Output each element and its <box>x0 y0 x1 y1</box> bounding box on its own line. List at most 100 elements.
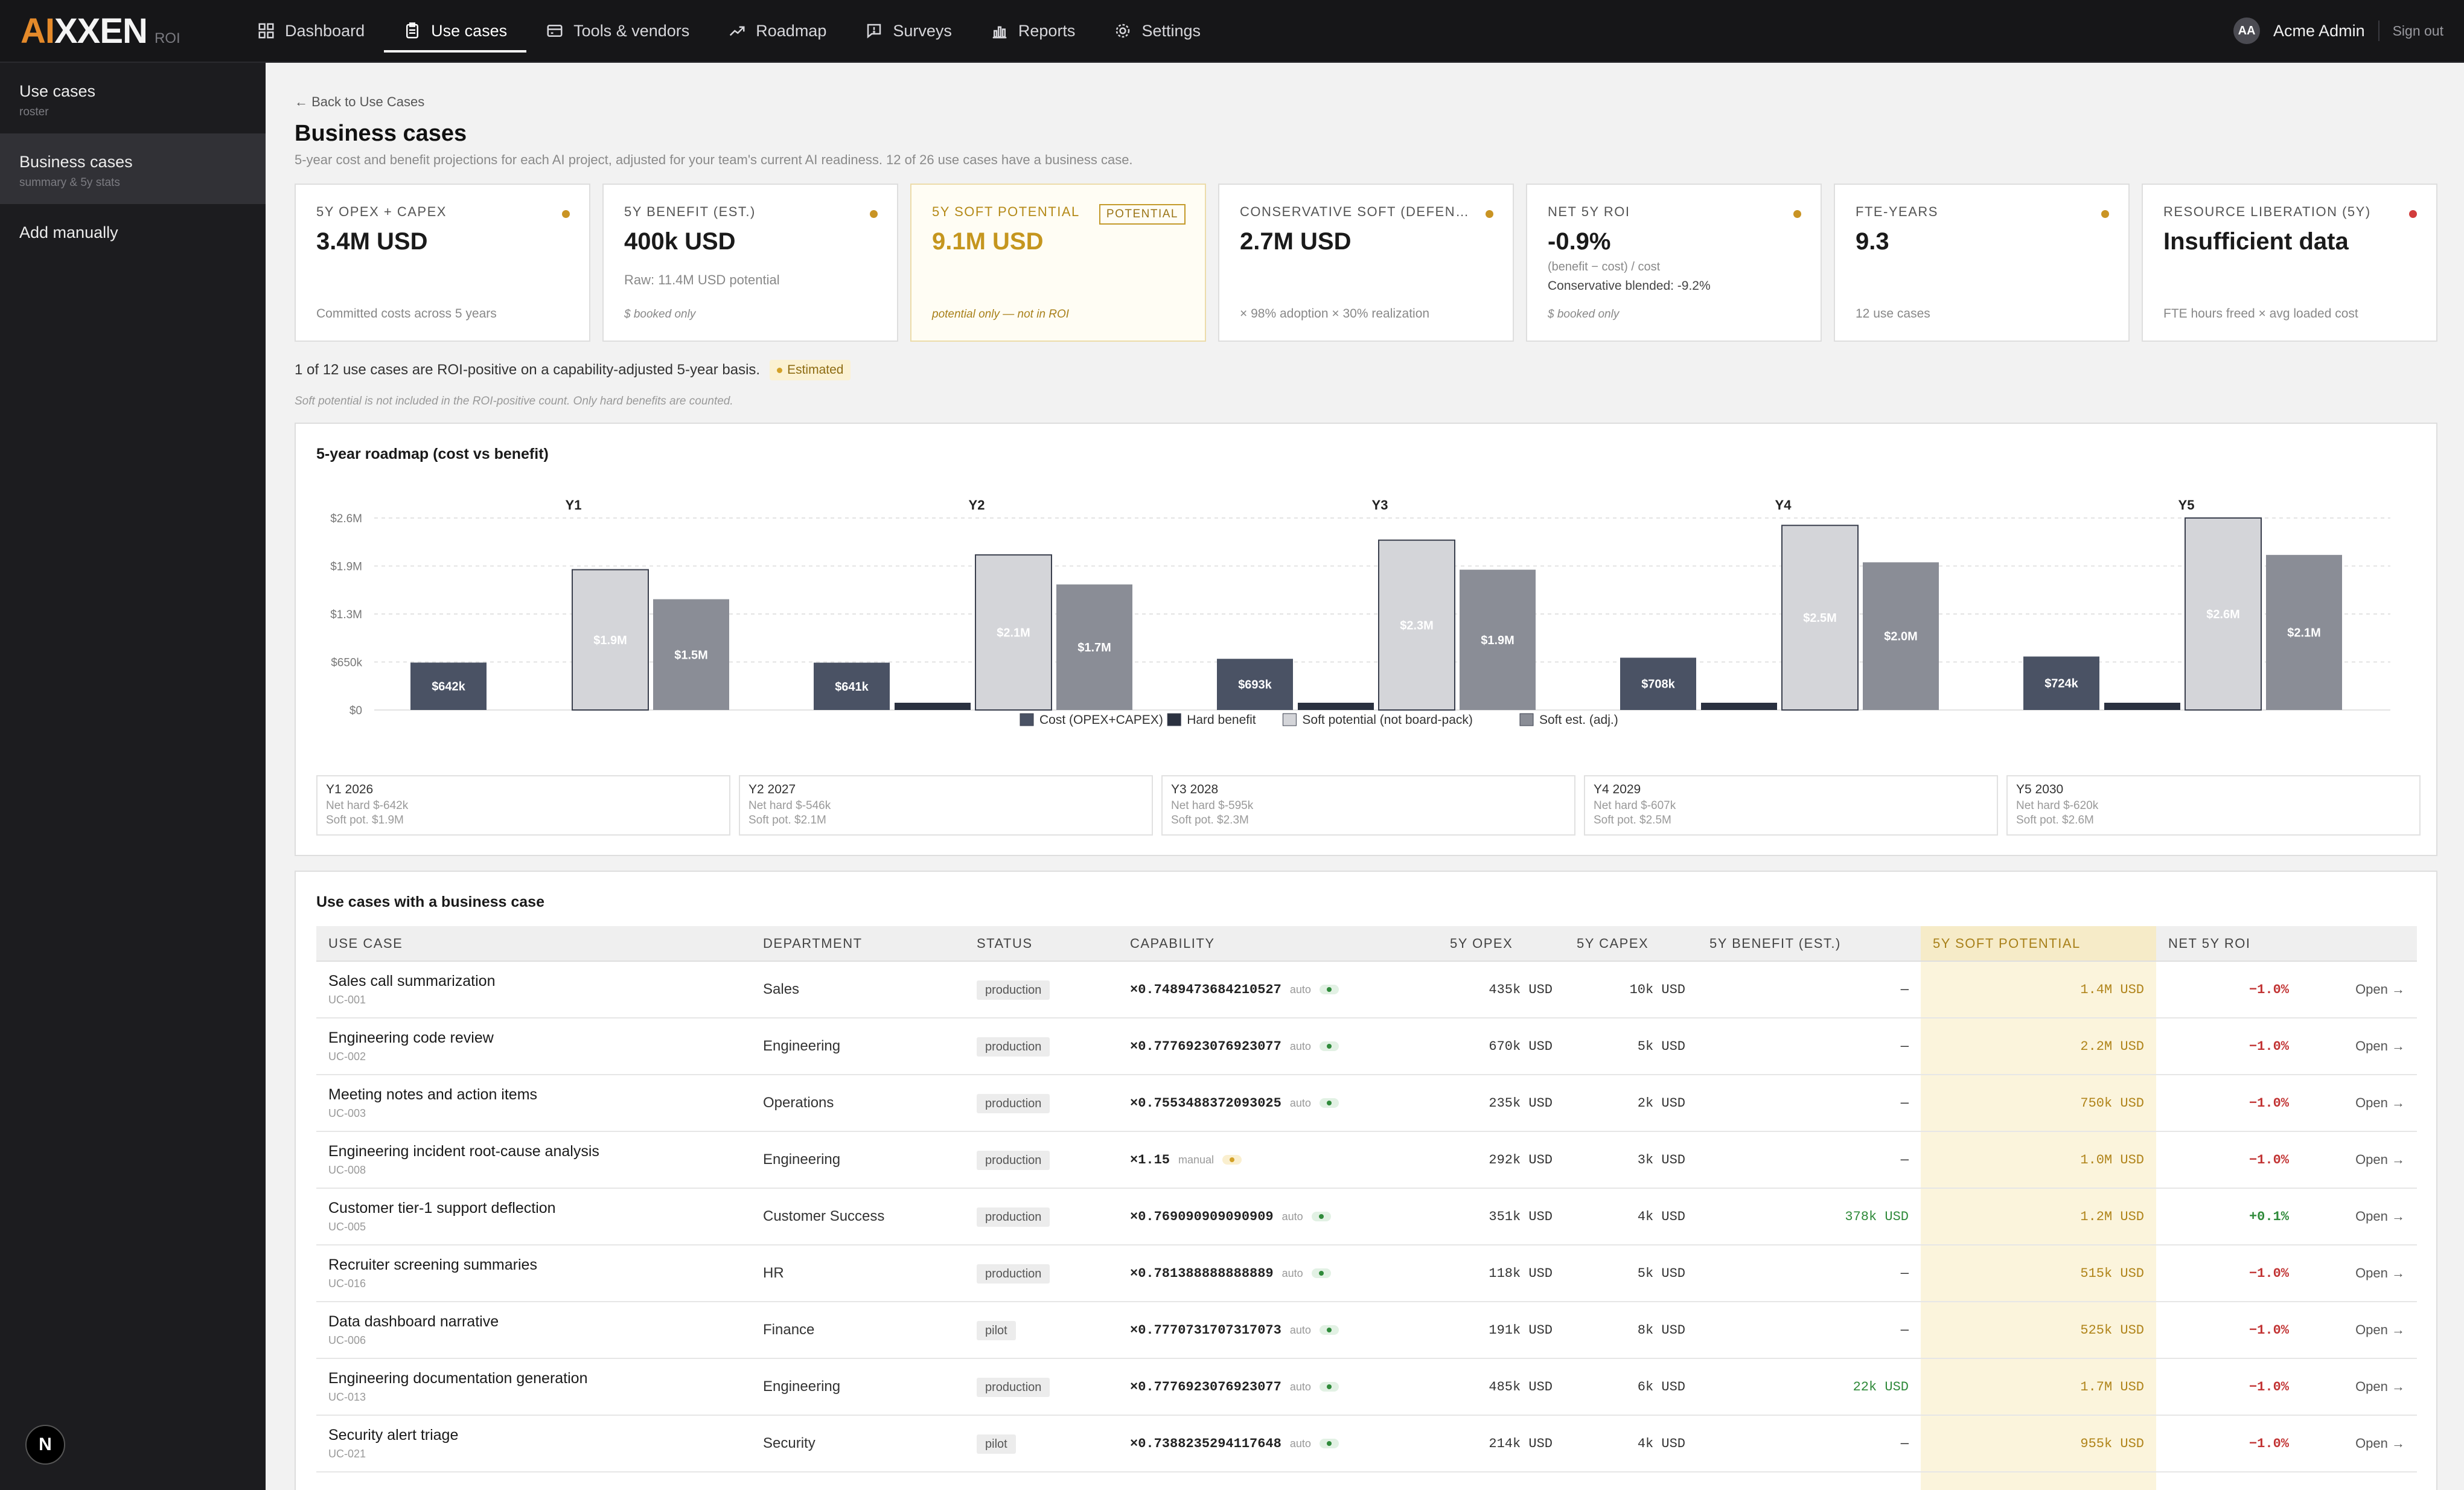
use-case-cell[interactable]: Recruiter screening summaries UC-016 <box>316 1245 751 1302</box>
bar-cost-opex-capex-[interactable] <box>814 662 890 710</box>
open-link[interactable]: Open → <box>2301 1131 2417 1189</box>
use-case-name[interactable]: Data dashboard narrative <box>328 1313 499 1330</box>
capability-indicator-icon <box>1222 1155 1242 1165</box>
use-case-cell[interactable]: Engineering code review UC-002 <box>316 1018 751 1075</box>
kpi-fte-years: FTE-YEARS 9.3 12 use cases <box>1834 184 2130 342</box>
nav-use-cases[interactable]: Use cases <box>384 0 527 62</box>
back-link[interactable]: ← Back to Use Cases <box>295 94 425 109</box>
soft-potential-cell: 515k USD <box>1921 1245 2156 1302</box>
nav-reports[interactable]: Reports <box>971 0 1095 62</box>
bar-soft-potential-not-board-pack-[interactable] <box>1378 539 1455 711</box>
use-case-name[interactable]: Customer tier-1 support deflection <box>328 1200 556 1217</box>
estimated-badge: Estimated <box>770 360 851 380</box>
use-case-name[interactable]: Meeting notes and action items <box>328 1086 538 1103</box>
col-opex[interactable]: 5Y OPEX <box>1438 926 1565 962</box>
use-case-cell[interactable]: Finance journal entry classification <box>316 1472 751 1490</box>
table-row[interactable]: Recruiter screening summaries UC-016 HR pro… <box>316 1245 2417 1302</box>
use-case-name[interactable]: Recruiter screening summaries <box>328 1256 537 1273</box>
open-link[interactable]: Open → <box>2301 1188 2417 1245</box>
y-tick-label: $1.9M <box>330 561 362 574</box>
soft-potential-cell: 955k USD <box>1921 1415 2156 1472</box>
use-case-cell[interactable]: Sales call summarization UC-001 <box>316 961 751 1018</box>
nav-dashboard[interactable]: Dashboard <box>238 0 384 62</box>
col-net-roi[interactable]: NET 5Y ROI <box>2156 926 2301 962</box>
use-case-name[interactable]: Security alert triage <box>328 1427 459 1444</box>
use-case-name[interactable]: Engineering code review <box>328 1029 494 1046</box>
logo-suffix: ROI <box>154 30 180 46</box>
use-case-name[interactable]: Engineering incident root-cause analysis <box>328 1143 599 1160</box>
bar-soft-potential-not-board-pack-[interactable] <box>975 554 1052 711</box>
y-tick-label: $0 <box>349 705 362 717</box>
bar-hard-benefit[interactable] <box>895 703 971 710</box>
use-case-cell[interactable]: Customer tier-1 support deflection UC-005 <box>316 1188 751 1245</box>
col-capability[interactable]: CAPABILITY <box>1118 926 1438 962</box>
bar-cost-opex-capex-[interactable] <box>1620 657 1696 710</box>
col-use-case[interactable]: USE CASE <box>316 926 751 962</box>
use-case-cell[interactable]: Data dashboard narrative UC-006 <box>316 1302 751 1359</box>
open-link[interactable]: Open → <box>2301 1358 2417 1416</box>
bar-soft-est-adj-[interactable] <box>2266 555 2342 710</box>
use-case-name[interactable]: Engineering documentation generation <box>328 1370 588 1387</box>
bar-soft-potential-not-board-pack-[interactable] <box>1781 525 1859 711</box>
open-link[interactable]: Open → <box>2301 1302 2417 1359</box>
open-link[interactable]: Open → <box>2301 1415 2417 1472</box>
bar-soft-est-adj-[interactable] <box>1056 584 1132 710</box>
col-benefit[interactable]: 5Y BENEFIT (EST.) <box>1697 926 1921 962</box>
table-row[interactable]: Finance journal entry classification <box>316 1472 2417 1490</box>
use-case-cell[interactable]: Security alert triage UC-021 <box>316 1415 751 1472</box>
table-row[interactable]: Meeting notes and action items UC-003 Oper… <box>316 1075 2417 1132</box>
bar-soft-potential-not-board-pack-[interactable] <box>572 569 649 711</box>
legend-label: Soft potential (not board-pack) <box>1302 713 1473 727</box>
open-link[interactable]: Open → <box>2301 1245 2417 1302</box>
table-row[interactable]: Security alert triage UC-021 Security pilot… <box>316 1415 2417 1472</box>
bar-cost-opex-capex-[interactable] <box>1217 659 1293 710</box>
col-soft-potential[interactable]: 5Y SOFT POTENTIAL <box>1921 926 2156 962</box>
col-department[interactable]: DEPARTMENT <box>751 926 965 962</box>
nav-settings[interactable]: Settings <box>1094 0 1220 62</box>
sign-out-link[interactable]: Sign out <box>2392 22 2443 39</box>
nav-tools-vendors[interactable]: Tools & vendors <box>526 0 709 62</box>
sidebar-item-use-cases[interactable]: Use cases roster <box>0 63 266 133</box>
user-name[interactable]: Acme Admin <box>2273 21 2365 40</box>
table-row[interactable]: Customer tier-1 support deflection UC-005… <box>316 1188 2417 1245</box>
bar-soft-est-adj-[interactable] <box>1460 569 1536 710</box>
use-case-name[interactable]: Sales call summarization <box>328 973 496 990</box>
bar-soft-est-adj-[interactable] <box>653 599 729 710</box>
use-case-cell[interactable]: Engineering incident root-cause analysis… <box>316 1131 751 1189</box>
bar-hard-benefit[interactable] <box>1298 703 1374 710</box>
kpi-value: Insufficient data <box>2163 228 2349 255</box>
col-status[interactable]: STATUS <box>965 926 1118 962</box>
open-link[interactable] <box>2301 1472 2417 1490</box>
table-row[interactable]: Engineering incident root-cause analysis… <box>316 1131 2417 1189</box>
bar-value-label: $2.1M <box>997 627 1030 640</box>
bar-cost-opex-capex-[interactable] <box>410 662 487 710</box>
nav-surveys[interactable]: Surveys <box>846 0 971 62</box>
nav-roadmap[interactable]: Roadmap <box>709 0 846 62</box>
avatar[interactable]: AA <box>2233 18 2261 44</box>
open-link[interactable]: Open → <box>2301 961 2417 1018</box>
capability-value: ×1.15 <box>1130 1152 1170 1168</box>
app-logo[interactable]: AI XXEN ROI <box>21 11 238 51</box>
next-badge-button[interactable]: N <box>25 1425 65 1465</box>
bar-hard-benefit[interactable] <box>2104 703 2180 710</box>
bar-soft-potential-not-board-pack-[interactable] <box>2185 517 2262 711</box>
table-row[interactable]: Engineering code review UC-002 Engineering… <box>316 1018 2417 1075</box>
status-cell: production <box>965 1245 1118 1302</box>
open-link[interactable]: Open → <box>2301 1075 2417 1132</box>
bar-cost-opex-capex-[interactable] <box>2023 656 2099 710</box>
kpi-label: RESOURCE LIBERATION (5Y) <box>2163 204 2371 219</box>
use-case-cell[interactable]: Engineering documentation generation UC-0… <box>316 1358 751 1416</box>
sidebar-item-business-cases[interactable]: Business cases summary & 5y stats <box>0 133 266 204</box>
table-row[interactable]: Sales call summarization UC-001 Sales produ… <box>316 961 2417 1018</box>
table-row[interactable]: Data dashboard narrative UC-006 Finance pil… <box>316 1302 2417 1359</box>
bar-hard-benefit[interactable] <box>1701 703 1777 710</box>
sidebar-item-add-manually[interactable]: Add manually <box>0 204 266 257</box>
status-cell: production <box>965 1018 1118 1075</box>
col-capex[interactable]: 5Y CAPEX <box>1565 926 1697 962</box>
bar-soft-est-adj-[interactable] <box>1863 562 1939 710</box>
table-row[interactable]: Engineering documentation generation UC-0… <box>316 1358 2417 1416</box>
main-content: ← Back to Use Cases Business cases 5-yea… <box>266 63 2464 1490</box>
capability-source: auto <box>1289 1096 1311 1109</box>
use-case-cell[interactable]: Meeting notes and action items UC-003 <box>316 1075 751 1132</box>
open-link[interactable]: Open → <box>2301 1018 2417 1075</box>
